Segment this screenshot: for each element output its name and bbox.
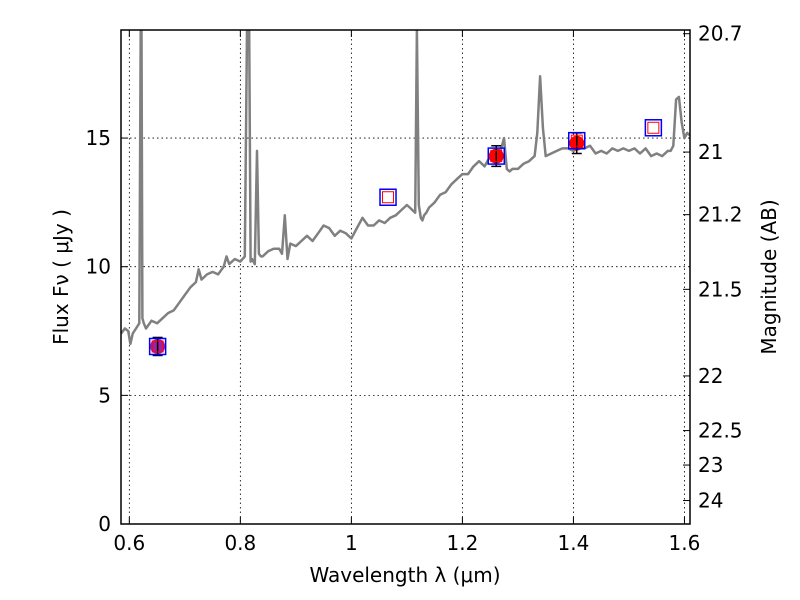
y-tick-label: 5 <box>98 383 111 407</box>
y2-tick-label: 20.7 <box>698 22 743 46</box>
model-box-outer <box>379 188 397 206</box>
x-tick-label: 1.4 <box>558 531 590 555</box>
x-tick-label: 0.6 <box>113 531 145 555</box>
plot-background <box>121 30 690 524</box>
y2-tick-label: 21.2 <box>698 203 743 227</box>
y-tick-label: 15 <box>86 126 111 150</box>
model-box-outer <box>568 131 586 150</box>
y2-tick-label: 21 <box>698 140 723 164</box>
model-box-outer <box>644 119 663 137</box>
y2-tick-label: 22 <box>698 364 723 388</box>
model-box-inner <box>490 150 503 163</box>
y2-axis-title: Magnitude (AB) <box>757 199 781 354</box>
x-axis-title: Wavelength λ (μm) <box>309 563 500 587</box>
model-box-inner <box>382 191 395 204</box>
y2-tick-label: 24 <box>698 489 723 513</box>
x-tick-label: 0.8 <box>224 531 256 555</box>
series-layer <box>121 30 690 357</box>
y2-tick-label: 21.5 <box>698 277 743 301</box>
x-tick-label: 1 <box>345 531 358 555</box>
y2-tick-label: 22.5 <box>698 419 743 443</box>
y-tick-label: 0 <box>98 512 111 536</box>
x-tick-label: 1.6 <box>669 531 701 555</box>
y-tick-label: 10 <box>86 255 111 279</box>
tick-marks <box>121 30 690 525</box>
spectrum-line <box>121 30 690 346</box>
model-box-inner <box>647 121 660 134</box>
plot-frame <box>120 29 691 525</box>
tick-labels: 0.6 0.8 1 1.2 1.4 1.6 0 5 10 15 20.7 21 21.2 21.5 22 22… <box>86 22 743 555</box>
model-box-inner <box>570 134 583 147</box>
x-tick-label: 1.2 <box>446 531 478 555</box>
y-axis-title: Flux Fν ( μJy ) <box>49 209 73 345</box>
y2-tick-label: 23 <box>698 453 723 477</box>
model-box-outer <box>148 337 167 356</box>
model-box-outer <box>487 147 506 165</box>
model-box-inner <box>151 340 164 353</box>
